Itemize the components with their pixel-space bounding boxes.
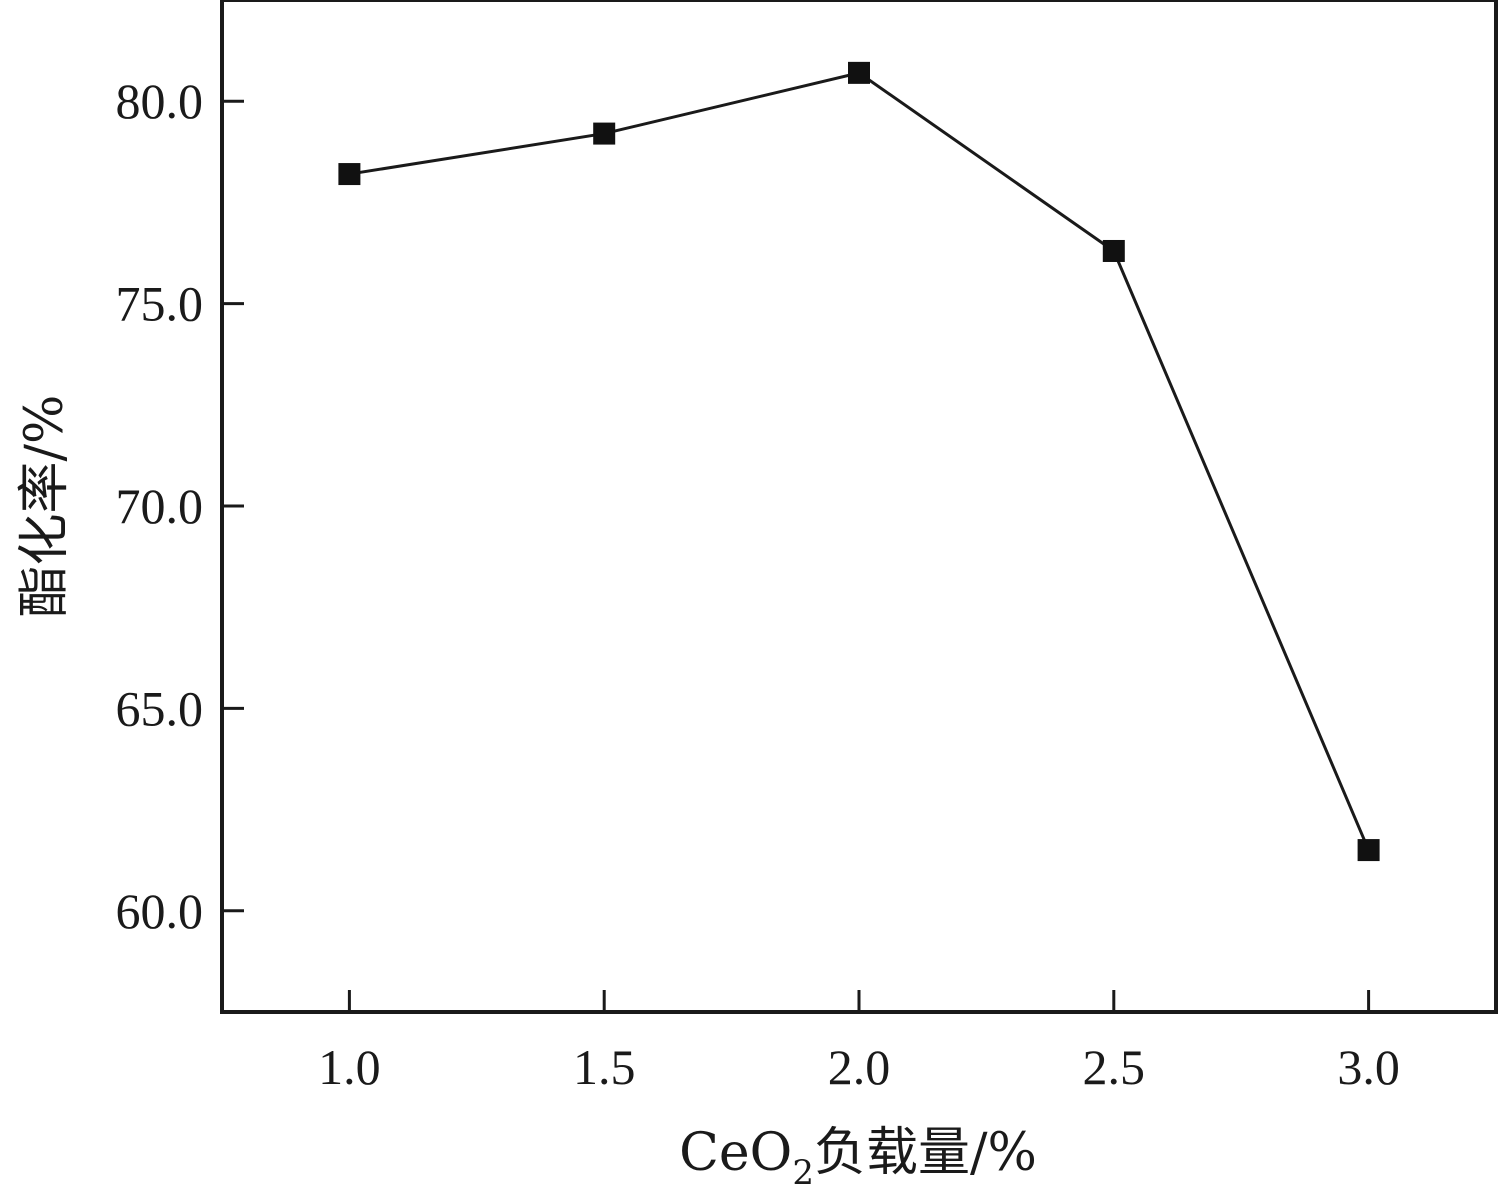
- series-line: [349, 71, 1370, 851]
- x-tick-label: 1.0: [318, 1039, 381, 1095]
- x-tick-label: 1.5: [573, 1039, 636, 1095]
- series-markers: [338, 61, 1380, 862]
- x-tick-label: 2.0: [828, 1039, 891, 1095]
- data-point: [338, 163, 361, 186]
- y-axis-ticks: 60.0 65.0 70.0 75.0 80.0: [116, 73, 244, 939]
- plot-frame: [220, 0, 1498, 1014]
- data-point: [593, 122, 616, 145]
- y-axis-label: 酯化率/%: [15, 395, 75, 618]
- x-tick-label: 3.0: [1337, 1039, 1400, 1095]
- x-axis-label: CeO2负载量/%: [679, 1123, 1037, 1187]
- x-axis-label-main: CeO: [679, 1123, 792, 1183]
- y-tick-label: 80.0: [116, 73, 204, 129]
- data-point: [1357, 839, 1380, 862]
- y-tick-label: 75.0: [116, 276, 204, 332]
- data-point: [1102, 239, 1125, 262]
- x-axis-ticks: 1.0 1.5 2.0 2.5 3.0: [318, 990, 1400, 1095]
- y-tick-label: 70.0: [116, 478, 204, 534]
- data-point: [848, 61, 870, 84]
- x-tick-label: 2.5: [1083, 1039, 1146, 1095]
- x-axis-label-sub: 2: [792, 1153, 814, 1187]
- y-tick-label: 65.0: [116, 680, 204, 736]
- y-tick-label: 60.0: [116, 883, 204, 939]
- x-axis-label-rest: 负载量/%: [814, 1123, 1037, 1183]
